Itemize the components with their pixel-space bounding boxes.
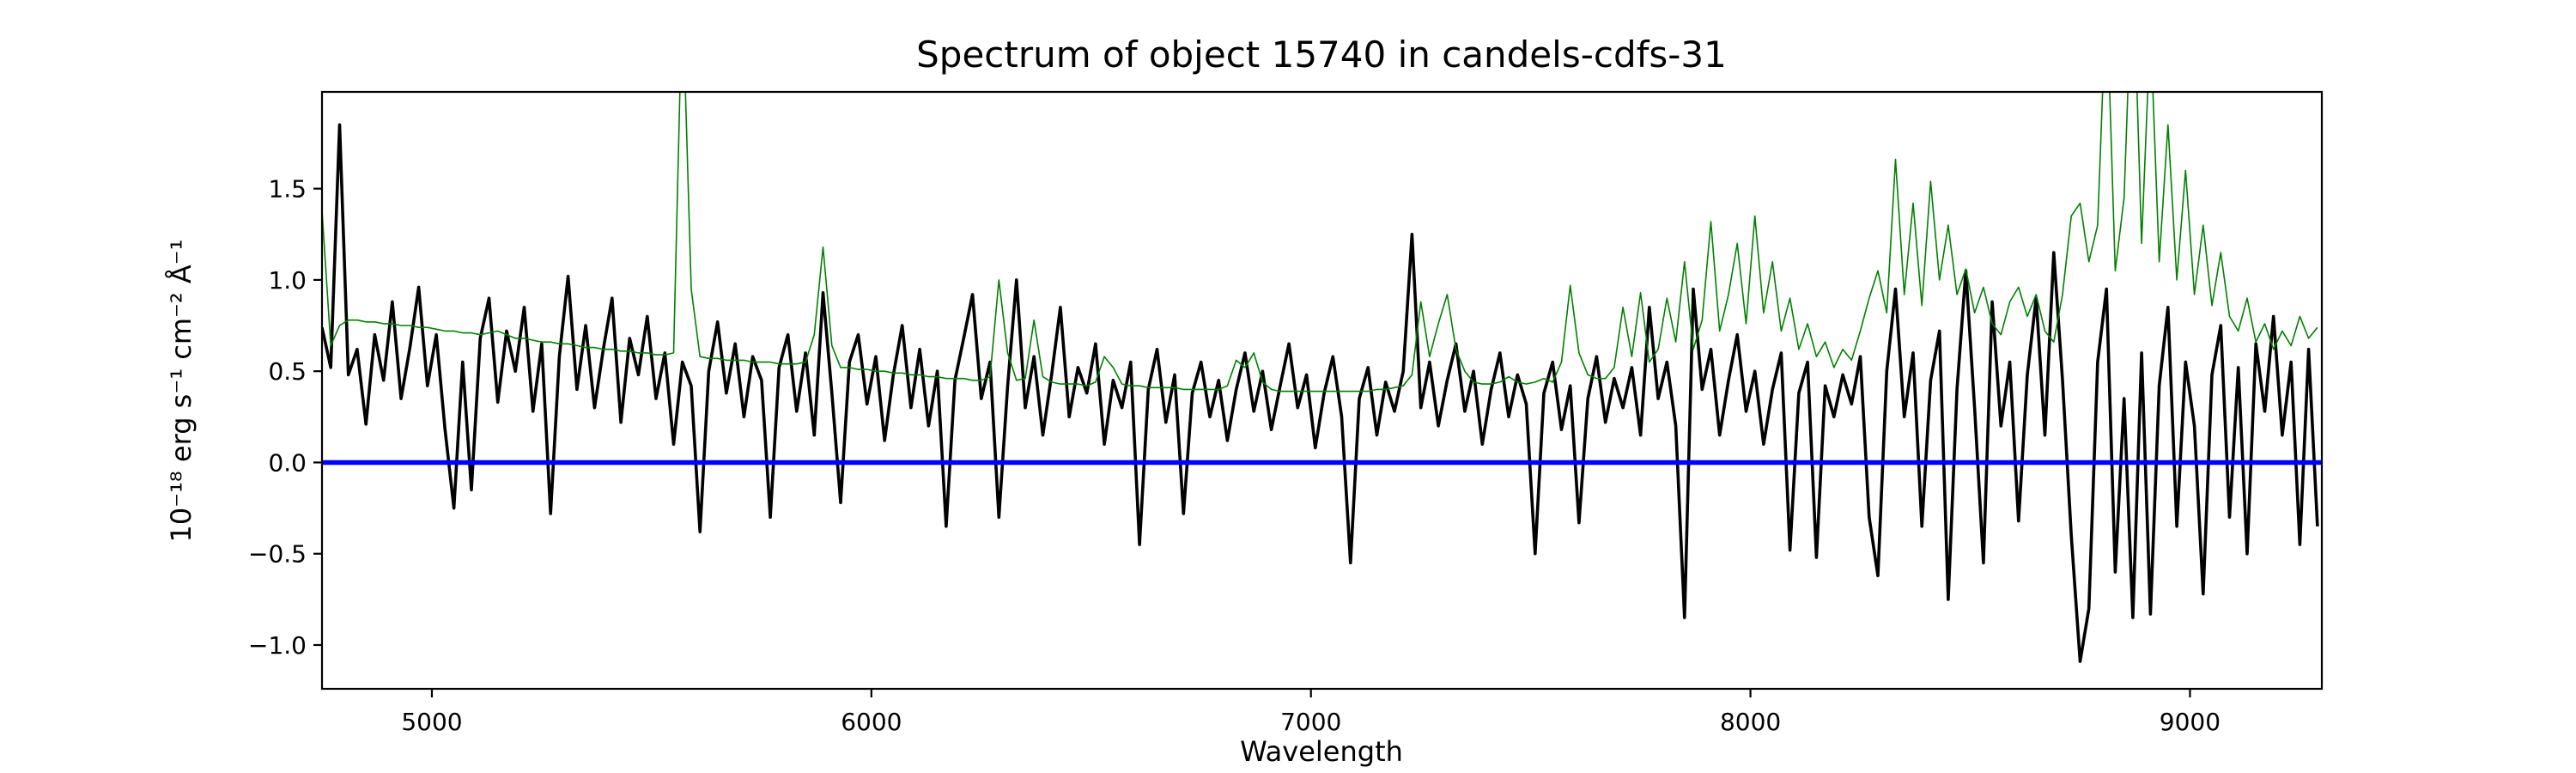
y-tick-label: 1.5 xyxy=(268,175,307,204)
x-tick-label: 9000 xyxy=(2160,708,2221,736)
y-axis-ticks: 1.5 1.0 0.5 0.0 −0.5 −1.0 xyxy=(248,175,322,660)
y-tick-label: 0.5 xyxy=(268,357,307,386)
chart-title: Spectrum of object 15740 in candels-cdfs… xyxy=(916,33,1727,76)
y-tick-label: −1.0 xyxy=(248,631,307,660)
x-tick-label: 7000 xyxy=(1280,708,1341,736)
error-spectrum-line xyxy=(322,92,2318,393)
y-axis-label: 10⁻¹⁸ erg s⁻¹ cm⁻² Å⁻¹ xyxy=(165,239,197,542)
y-tick-label: 1.0 xyxy=(268,266,307,295)
plot-area xyxy=(322,92,2322,689)
y-tick-label: −0.5 xyxy=(248,540,307,569)
x-tick-label: 6000 xyxy=(841,708,902,736)
x-tick-label: 8000 xyxy=(1720,708,1781,736)
axes-spines xyxy=(320,90,2324,691)
flux-spectrum-line xyxy=(322,123,2319,663)
x-tick-label: 5000 xyxy=(401,708,462,736)
y-tick-label: 0.0 xyxy=(268,448,307,477)
x-axis-ticks: 5000 6000 7000 8000 9000 xyxy=(401,689,2221,736)
x-axis-label: Wavelength xyxy=(1240,735,1403,768)
